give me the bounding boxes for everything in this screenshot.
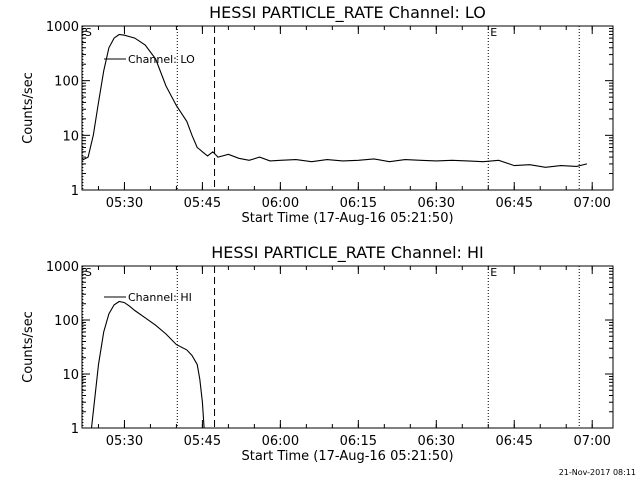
x-tick-label: 06:00 [262, 434, 299, 449]
y-axis-label: Counts/sec [21, 72, 36, 144]
x-tick-label: 06:45 [496, 196, 533, 211]
x-tick-label: 05:30 [106, 434, 143, 449]
marker-label: S [85, 26, 92, 39]
axes-frame [81, 265, 614, 429]
x-tick-label: 06:30 [418, 196, 455, 211]
y-tick-label: 1000 [46, 260, 79, 275]
series-line [82, 33, 588, 168]
y-tick-label: 100 [54, 75, 79, 90]
x-tick-label: 05:30 [106, 196, 143, 211]
x-tick-label: 05:45 [184, 196, 221, 211]
marker-label: E [490, 26, 497, 39]
x-axis-label: Start Time (17-Aug-16 05:21:50) [241, 211, 453, 226]
y-tick-label: 100 [54, 314, 79, 329]
x-tick-label: 06:00 [262, 196, 299, 211]
legend-label: Channel: HI [128, 291, 192, 304]
legend-label: Channel: LO [128, 53, 195, 66]
marker-label: S [85, 266, 92, 279]
axes-frame [81, 25, 614, 191]
x-tick-label: 06:15 [340, 196, 377, 211]
y-tick-label: 1 [71, 422, 79, 437]
chart-title: HESSI PARTICLE_RATE Channel: HI [211, 243, 484, 263]
x-axis-label: Start Time (17-Aug-16 05:21:50) [241, 449, 453, 464]
chart-title: HESSI PARTICLE_RATE Channel: LO [209, 3, 486, 23]
y-axis-label: Counts/sec [21, 311, 36, 383]
panel-1: HESSI PARTICLE_RATE Channel: LO 1 10 100 100… [21, 3, 614, 226]
x-tick-label: 06:45 [496, 434, 533, 449]
x-tick-label: 06:30 [418, 434, 455, 449]
y-tick-label: 1 [71, 184, 79, 199]
x-tick-label: 05:45 [184, 434, 221, 449]
x-tick-label: 06:15 [340, 434, 377, 449]
x-tick-label: 07:00 [573, 196, 610, 211]
y-tick-label: 10 [62, 368, 79, 383]
panel-2: HESSI PARTICLE_RATE Channel: HI 1 10 100 100… [21, 243, 614, 464]
y-tick-label: 1000 [46, 20, 79, 35]
x-tick-label: 07:00 [573, 434, 610, 449]
plot-timestamp: 21-Nov-2017 08:11 [558, 468, 636, 477]
y-tick-label: 10 [62, 129, 79, 144]
marker-label: E [490, 266, 497, 279]
series-line [90, 300, 205, 428]
